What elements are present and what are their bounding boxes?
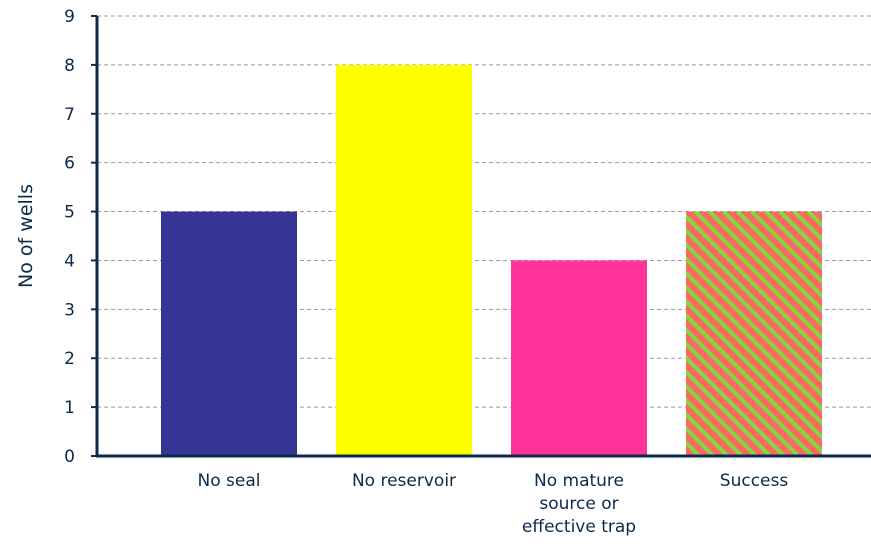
category-label-1: No seal <box>198 471 261 491</box>
y-tick-label-0: 0 <box>64 447 75 467</box>
bar-4 <box>686 211 822 456</box>
category-label-4: Success <box>720 471 789 491</box>
y-tick-label-7: 7 <box>64 105 75 125</box>
y-tick-label-2: 2 <box>64 349 75 369</box>
category-labels: No seal No reservoir No mature source or eff… <box>198 471 789 537</box>
bar-1 <box>161 211 297 456</box>
axes <box>91 15 871 458</box>
bars <box>161 64 822 456</box>
y-tick-label-1: 1 <box>64 398 75 418</box>
y-tick-label-8: 8 <box>64 56 75 76</box>
y-tick-label-9: 9 <box>64 7 75 27</box>
y-axis-title: No of wells <box>15 184 37 288</box>
category-label-3: No mature source or effective trap <box>522 471 636 537</box>
y-tick-labels: 0 1 2 3 4 5 6 7 8 9 <box>64 7 75 467</box>
y-tick-label-3: 3 <box>64 300 75 320</box>
bar-2 <box>336 64 472 456</box>
y-tick-label-4: 4 <box>64 251 75 271</box>
y-tick-label-5: 5 <box>64 203 75 223</box>
category-label-2: No reservoir <box>352 471 456 491</box>
y-tick-label-6: 6 <box>64 154 75 174</box>
bar-3 <box>511 260 647 456</box>
